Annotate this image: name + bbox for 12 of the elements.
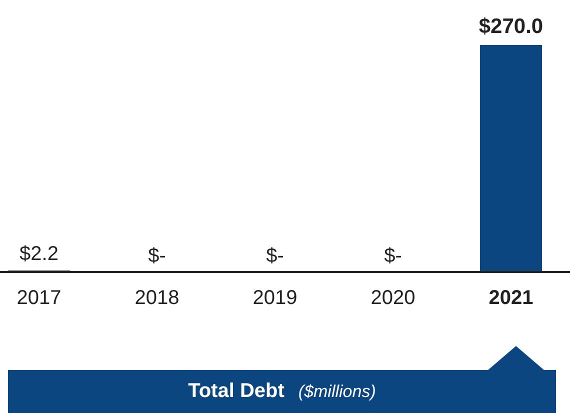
x-tick-label: 2019 [252, 287, 298, 309]
text: ($millions) [298, 382, 376, 402]
data-label: $2.2 [20, 243, 58, 266]
data-label: $- [384, 245, 402, 267]
x-tick-label: 2017 [16, 287, 62, 309]
data-label: $- [148, 245, 166, 267]
data-label: $- [266, 245, 284, 267]
data-label: $270.0 [478, 15, 544, 38]
text: Total Debt [188, 380, 284, 403]
x-tick-label: 2021 [488, 287, 534, 309]
x-tick-label: 2018 [134, 287, 180, 309]
x-tick-label: 2020 [370, 287, 416, 309]
